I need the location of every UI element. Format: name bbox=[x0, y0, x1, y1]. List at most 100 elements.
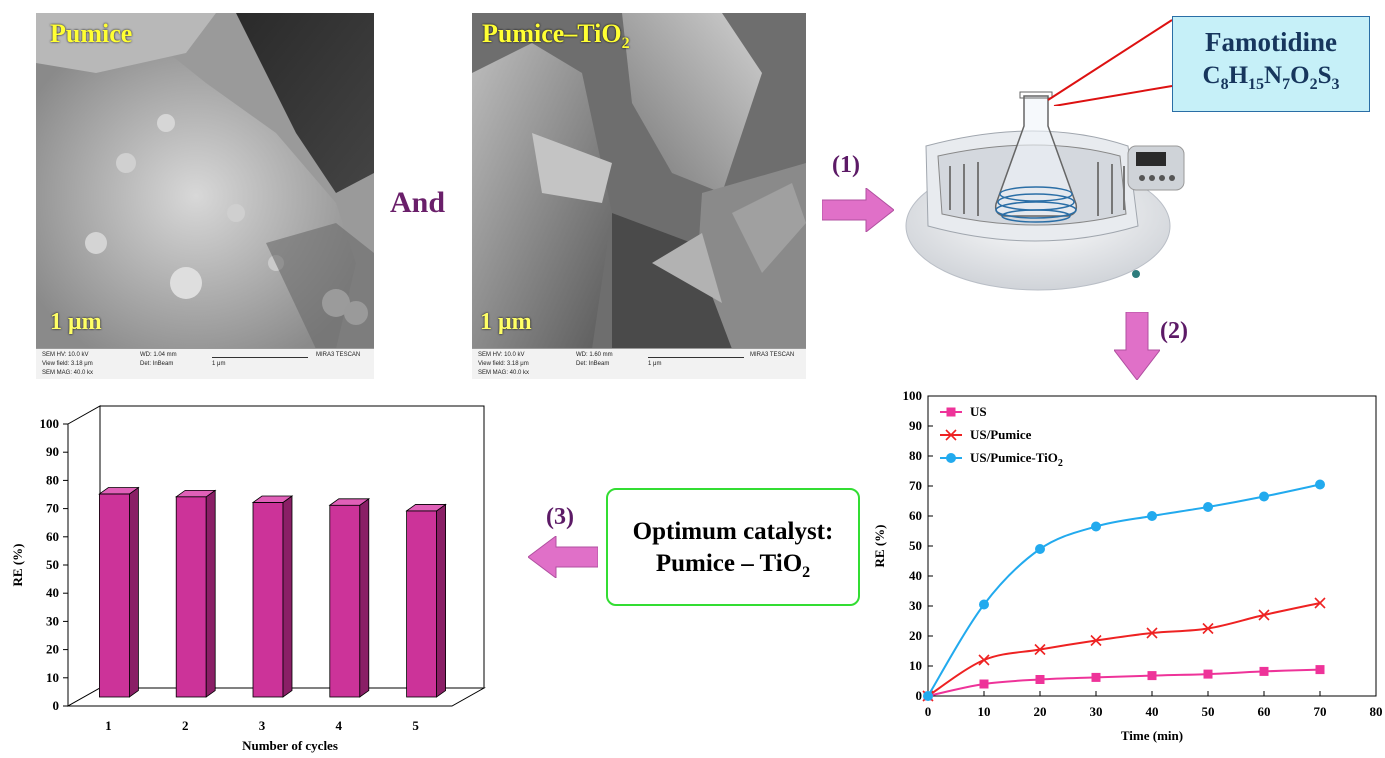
y-tick-label: 50 bbox=[46, 557, 59, 572]
series-line bbox=[927, 483, 1321, 697]
sem-scale-ruler bbox=[212, 351, 308, 358]
x-tick-label: 5 bbox=[412, 718, 419, 733]
data-point bbox=[1315, 665, 1325, 675]
x-tick-label: 4 bbox=[336, 718, 343, 733]
sem-det: Det: InBeam bbox=[576, 361, 610, 367]
data-point bbox=[979, 679, 989, 689]
sem-image-pumice-tio2: Pumice–TiO2 1 μm SEM HV: 10.0 kV WD: 1.6… bbox=[472, 13, 806, 379]
y-tick-label: 70 bbox=[909, 478, 922, 493]
sem-brand: MIRA3 TESCAN bbox=[750, 352, 795, 358]
data-point bbox=[1146, 627, 1158, 639]
bar-top bbox=[251, 495, 294, 503]
bar-top bbox=[174, 489, 217, 498]
formula-part: S bbox=[1317, 62, 1332, 89]
y-tick-label: 30 bbox=[46, 613, 59, 628]
sem-mag: SEM MAG: 40.0 kx bbox=[42, 370, 94, 376]
y-tick-label: 90 bbox=[909, 418, 922, 433]
formula-part: O bbox=[1290, 62, 1310, 89]
step-1-label: (1) bbox=[832, 152, 860, 178]
y-tick-label: 40 bbox=[46, 585, 59, 600]
sem-info-bar-pumice-tio2: SEM HV: 10.0 kV WD: 1.60 mm View field: … bbox=[472, 348, 806, 379]
data-point bbox=[1203, 502, 1213, 512]
data-point bbox=[1091, 521, 1101, 532]
bar-front bbox=[406, 510, 438, 698]
sem-bar-label: 1 μm bbox=[648, 361, 662, 367]
arrow-down-icon bbox=[1114, 312, 1160, 380]
x-tick-label: 60 bbox=[1258, 704, 1271, 719]
sem-hv: SEM HV: 10.0 kV bbox=[478, 352, 525, 358]
bar-side bbox=[282, 495, 293, 698]
data-point bbox=[1258, 609, 1270, 621]
marker-stroke bbox=[1090, 634, 1102, 647]
y-tick-label: 80 bbox=[46, 472, 59, 487]
bar bbox=[405, 503, 447, 698]
y-tick-label: 10 bbox=[909, 658, 922, 673]
sem-label-pumice-tio2: Pumice–TiO2 bbox=[482, 19, 630, 53]
y-axis-title: RE (%) bbox=[872, 525, 887, 568]
y-tick-label: 20 bbox=[909, 628, 922, 643]
sem-info-bar-pumice: SEM HV: 10.0 kV WD: 1.04 mm View field: … bbox=[36, 348, 374, 379]
sem-scale-pumice: 1 μm bbox=[50, 309, 102, 335]
bar-front bbox=[252, 502, 284, 698]
legend-label: US/Pumice-TiO2 bbox=[970, 450, 1063, 469]
y-tick-label: 30 bbox=[909, 598, 922, 613]
sem-scale-pumice-tio2: 1 μm bbox=[480, 309, 532, 335]
y-tick-label: 20 bbox=[46, 642, 59, 657]
y-tick-label: 80 bbox=[909, 448, 922, 463]
and-text: And bbox=[390, 186, 446, 219]
reusability-bar-chart: 0 10 20 30 40 50 60 70 80 90 100 1 2 3 4 5 Number of cyc… bbox=[10, 405, 486, 753]
x-tick-label: 40 bbox=[1146, 704, 1159, 719]
x-tick-label: 1 bbox=[105, 718, 112, 733]
ultrasonic-bath-illustration bbox=[905, 91, 1185, 291]
data-point bbox=[1090, 634, 1102, 647]
formula-part: N bbox=[1264, 62, 1283, 89]
bar bbox=[251, 495, 294, 698]
sem-view: View field: 3.18 μm bbox=[478, 361, 529, 367]
formula-part: C bbox=[1202, 62, 1221, 89]
sem-view: View field: 3.18 μm bbox=[42, 361, 93, 367]
data-point bbox=[1315, 479, 1325, 490]
x-axis-title: Number of cycles bbox=[242, 738, 338, 753]
sem-scale-ruler bbox=[648, 351, 744, 358]
formula-sub: 15 bbox=[1248, 76, 1265, 93]
optimum-catalyst-box: Optimum catalyst: Pumice – TiO2 bbox=[606, 488, 860, 606]
sem-image-pumice: Pumice 1 μm SEM HV: 10.0 kV WD: 1.04 mm … bbox=[36, 13, 374, 379]
legend-marker bbox=[946, 453, 956, 463]
sem-hv: SEM HV: 10.0 kV bbox=[42, 352, 89, 358]
legend-label: US/Pumice bbox=[970, 427, 1032, 442]
x-tick-label: 2 bbox=[182, 718, 189, 733]
y-tick-label: 60 bbox=[46, 529, 59, 544]
series-2 bbox=[923, 479, 1325, 701]
bar-side bbox=[436, 503, 446, 698]
sem-det: Det: InBeam bbox=[140, 361, 174, 367]
marker-stroke bbox=[1146, 627, 1158, 639]
y-tick-label: 100 bbox=[903, 388, 923, 403]
data-point bbox=[1147, 671, 1157, 681]
y-tick-label: 40 bbox=[909, 568, 922, 583]
data-point bbox=[923, 691, 933, 701]
marker-stroke bbox=[945, 429, 957, 441]
data-point bbox=[1314, 597, 1326, 609]
bar-side bbox=[359, 498, 370, 698]
optimum-line2-sub: 2 bbox=[802, 564, 811, 581]
series-1 bbox=[922, 597, 1326, 702]
bar-top bbox=[98, 487, 140, 495]
bar-top bbox=[328, 498, 371, 506]
formula-sub: 3 bbox=[1331, 76, 1340, 93]
step-2-label: (2) bbox=[1160, 318, 1188, 344]
optimum-line1: Optimum catalyst: bbox=[632, 518, 834, 545]
bar bbox=[98, 486, 140, 698]
data-point bbox=[1034, 643, 1046, 656]
data-point bbox=[1203, 669, 1213, 679]
marker-stroke bbox=[1314, 597, 1326, 609]
sem-label-pumice: Pumice bbox=[50, 19, 133, 48]
famotidine-formula: C8H15N7O2S3 bbox=[1173, 62, 1369, 94]
pumice-tio2-texture bbox=[472, 13, 806, 349]
optimum-line2-main: Pumice – TiO bbox=[655, 550, 803, 577]
data-point bbox=[1259, 666, 1269, 676]
marker-stroke bbox=[978, 654, 990, 666]
y-tick-label: 10 bbox=[46, 670, 59, 685]
arrow-right-icon bbox=[822, 188, 894, 232]
famotidine-title: Famotidine bbox=[1205, 27, 1337, 57]
step-3-label: (3) bbox=[546, 504, 574, 530]
